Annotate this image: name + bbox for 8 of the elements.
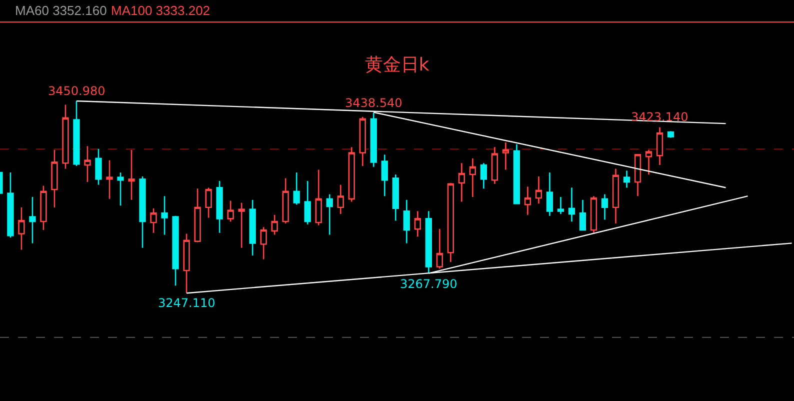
annotation: 3450.980 (48, 84, 106, 98)
annotation: 3247.110 (158, 296, 216, 310)
text: MA60 3352.160 (15, 3, 107, 18)
text: MA100 3333.202 (111, 3, 210, 18)
annotation: 3423.140 (631, 110, 688, 124)
annotation: 3267.790 (400, 277, 458, 291)
chart-title: 黄金日k (364, 54, 430, 76)
annotation: 3438.540 (345, 96, 402, 110)
